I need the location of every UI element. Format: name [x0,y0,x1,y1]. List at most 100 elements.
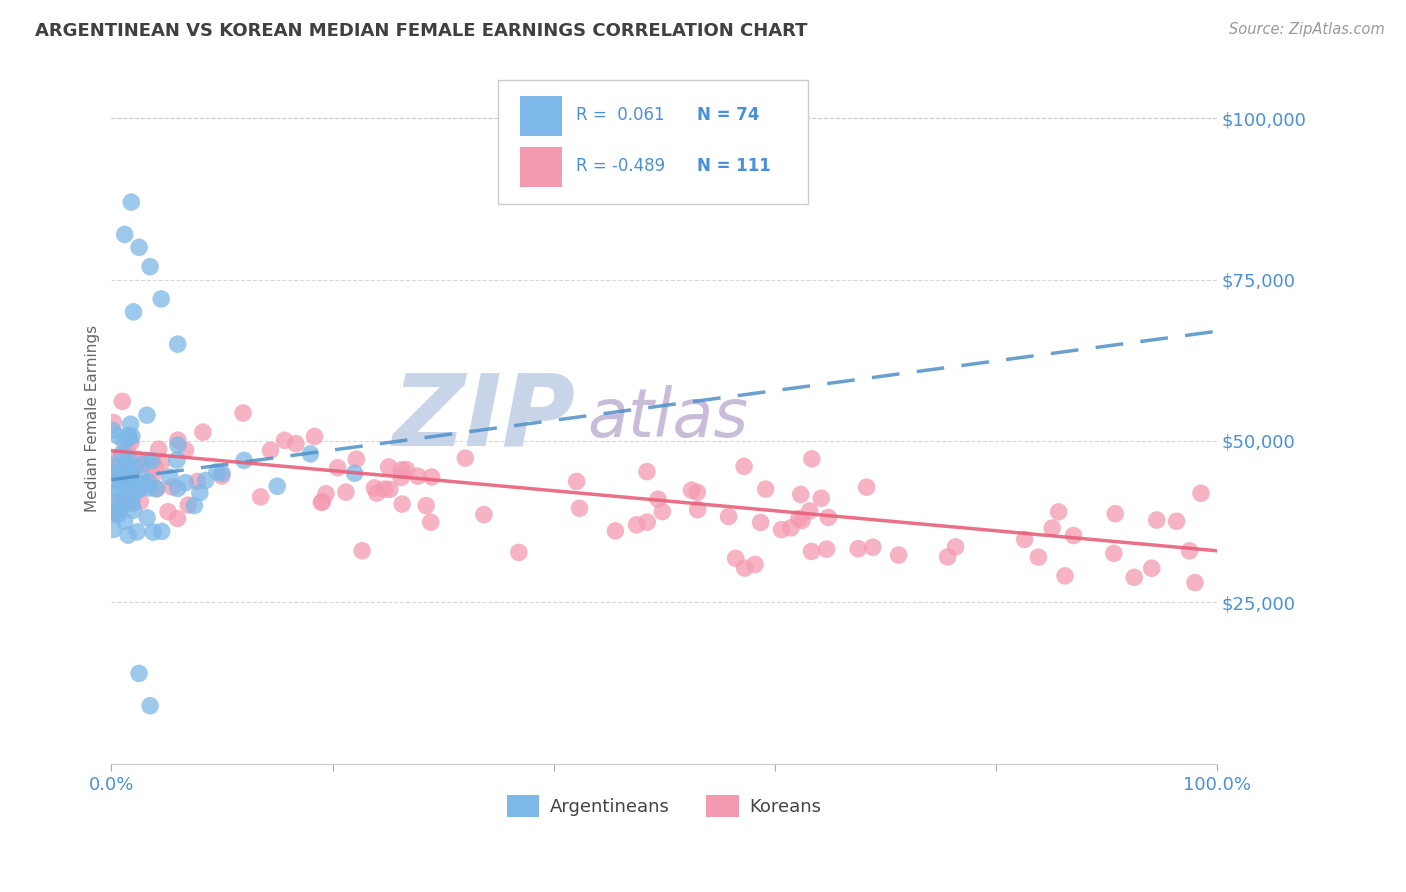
Legend: Argentineans, Koreans: Argentineans, Koreans [499,788,828,824]
Point [111,394,134,409]
Point [352,543,374,558]
Point [363,481,385,495]
Point [1014,533,1036,547]
Point [378,483,401,497]
Point [233,453,256,467]
Point [132,458,155,472]
Point [311,495,333,509]
Point [343,467,366,481]
Point [128,240,150,254]
Point [112,435,135,450]
Point [107,429,129,443]
Point [127,452,149,467]
Point [1104,507,1126,521]
Point [259,443,281,458]
Point [1166,514,1188,528]
Point [419,515,441,529]
Point [1047,505,1070,519]
Point [127,524,149,539]
Point [183,499,205,513]
Point [122,305,145,319]
Point [117,428,139,442]
Point [117,494,139,508]
Point [120,479,142,493]
Point [284,436,307,450]
Point [770,523,793,537]
Point [299,447,322,461]
Point [114,467,136,482]
Point [605,524,627,538]
Point [211,469,233,483]
Point [103,522,125,536]
Point [136,408,159,422]
Point [114,227,136,242]
Point [472,508,495,522]
Point [790,513,813,527]
Point [107,483,129,498]
Point [135,453,157,467]
Point [406,469,429,483]
Point [717,509,740,524]
Point [150,292,173,306]
Point [131,469,153,483]
Point [117,478,139,492]
Point [945,540,967,554]
Point [103,500,125,515]
Point [114,515,136,529]
Point [112,490,135,504]
FancyBboxPatch shape [498,80,808,204]
Point [335,485,357,500]
Point [681,483,703,498]
Point [389,470,412,484]
Point [132,476,155,491]
Point [304,429,326,443]
Text: R = -0.489: R = -0.489 [575,157,665,175]
Point [249,490,271,504]
Point [150,524,173,539]
Point [174,443,197,458]
Point [112,478,135,492]
Point [936,549,959,564]
Point [626,517,648,532]
Point [112,463,135,477]
Point [142,525,165,540]
Point [108,470,131,484]
Point [121,496,143,510]
Point [128,666,150,681]
Point [344,452,367,467]
Point [391,463,413,477]
Point [846,541,869,556]
Point [1053,569,1076,583]
Point [1178,544,1201,558]
Point [146,482,169,496]
Point [129,482,152,496]
Point [326,460,349,475]
Point [862,540,884,554]
Point [636,515,658,529]
Point [139,481,162,495]
Point [118,431,141,445]
Point [817,510,839,524]
Point [744,558,766,572]
Point [118,451,141,466]
Text: Source: ZipAtlas.com: Source: ZipAtlas.com [1229,22,1385,37]
Point [103,500,125,515]
Point [103,453,125,467]
Point [145,482,167,496]
Bar [520,147,562,186]
Point [177,498,200,512]
Point [565,475,588,489]
Point [420,470,443,484]
Point [755,482,778,496]
Point [103,495,125,509]
Point [150,455,173,469]
Point [103,461,125,475]
Point [311,495,333,509]
Point [117,528,139,542]
Point [686,485,709,500]
Point [315,487,337,501]
Point [366,486,388,500]
Point [124,460,146,475]
Point [104,506,127,520]
Point [103,505,125,519]
